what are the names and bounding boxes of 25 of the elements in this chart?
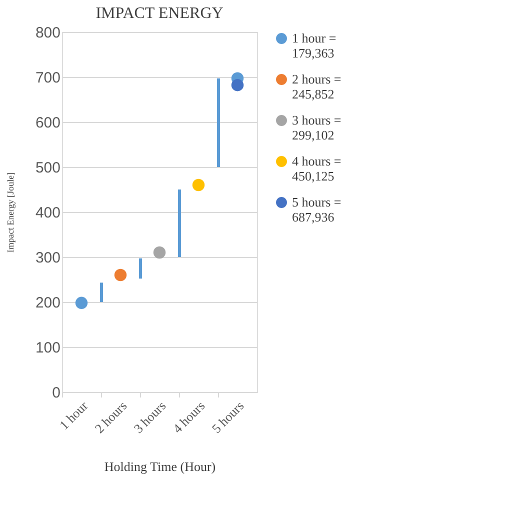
point: [75, 296, 88, 310]
y-axis-title: Impact Energy [Joule]: [5, 172, 16, 253]
legend-label: 3 hours = 299,102: [292, 112, 342, 142]
bar: [100, 282, 103, 302]
y-tick-label: 100: [35, 340, 60, 356]
y-tick-label: 300: [35, 250, 60, 266]
point: [231, 78, 244, 92]
y-tick-label: 400: [35, 204, 60, 222]
y-tick-label: 500: [35, 160, 60, 176]
legend-label: 1 hour = 179,363: [292, 30, 336, 60]
chart-title: IMPACT ENERGY: [96, 5, 224, 22]
legend-label: 5 hours = 687,936: [292, 194, 342, 224]
point: [192, 178, 205, 192]
legend-label: 2 hours = 245,852: [292, 72, 342, 102]
y-tick-label: 700: [35, 70, 60, 86]
point: [114, 268, 127, 282]
y-tick-label: 800: [35, 24, 60, 42]
x-axis-title: Holding Time (Hour): [104, 459, 216, 474]
y-tick-label: 600: [35, 114, 60, 132]
bar: [178, 190, 181, 257]
bar: [139, 258, 142, 279]
bar: [217, 78, 220, 167]
point: [153, 246, 166, 259]
y-tick-label: 200: [35, 294, 60, 312]
legend-label: 4 hours = 450,125: [292, 154, 342, 184]
